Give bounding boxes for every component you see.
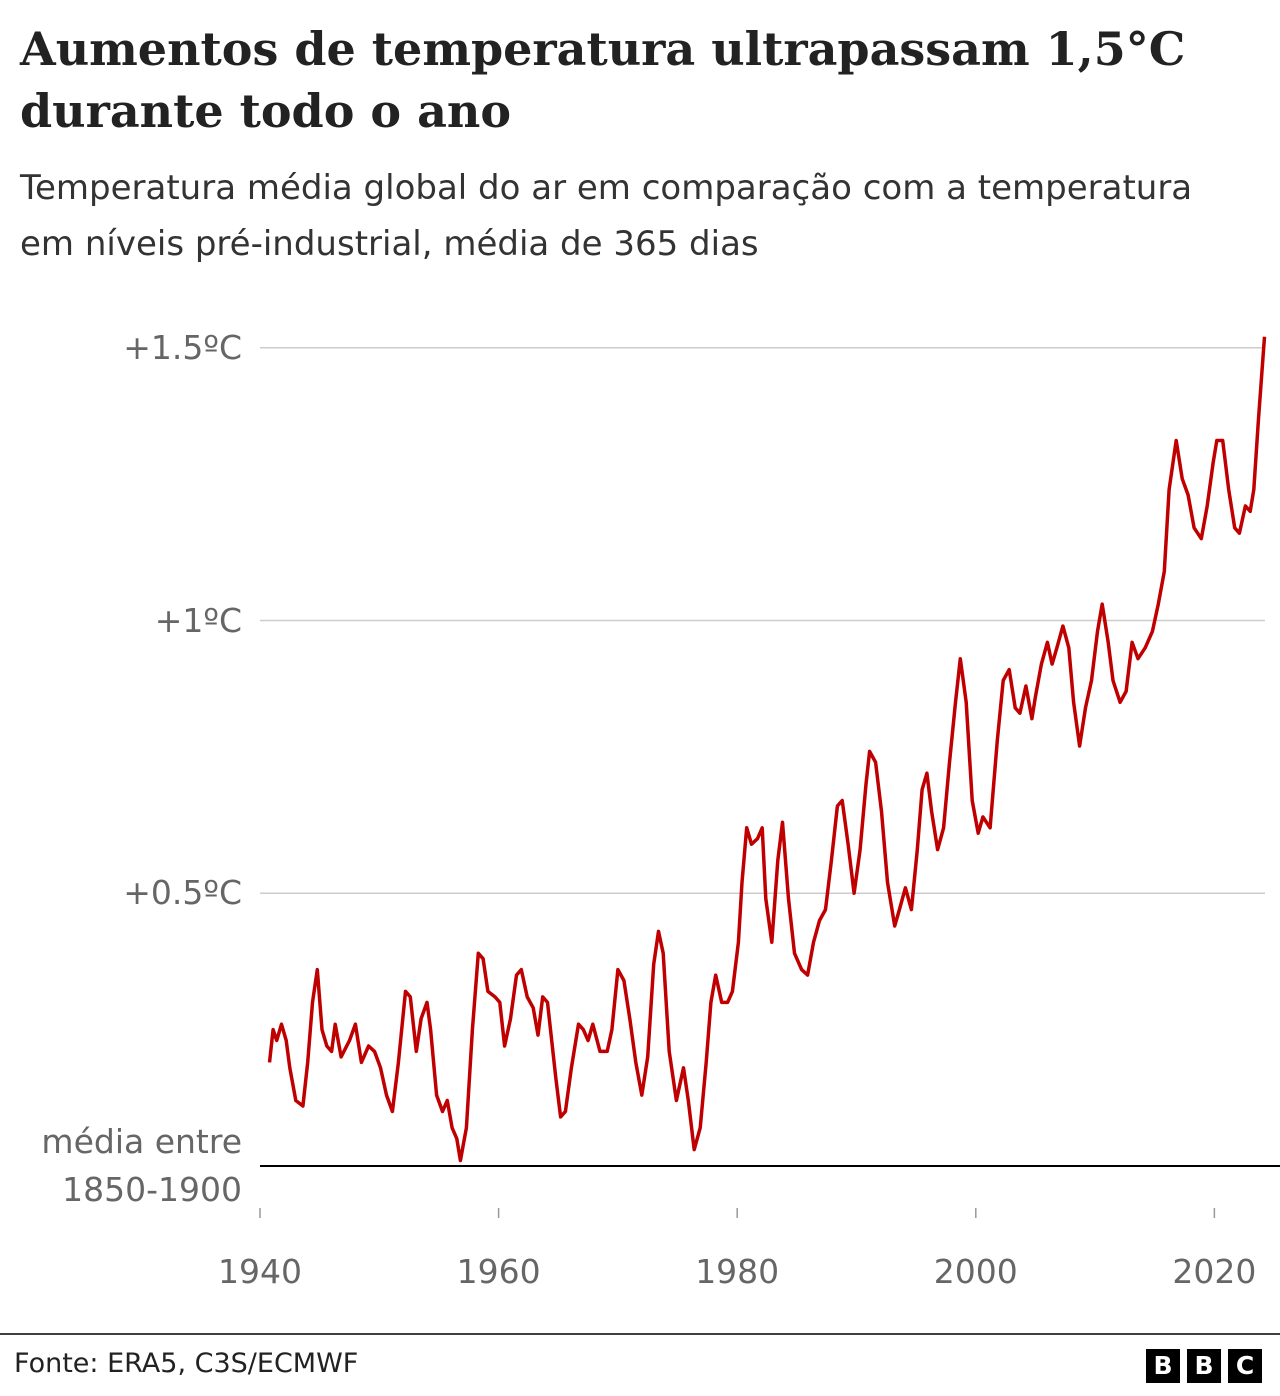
logo-letter: B — [1187, 1349, 1221, 1383]
x-tick-label: 1980 — [695, 1252, 780, 1291]
chart-subtitle: Temperatura média global do ar em compar… — [20, 168, 1193, 264]
x-tick-label: 2000 — [933, 1252, 1018, 1291]
logo-letter: C — [1228, 1349, 1262, 1383]
y-tick-label: +0.5ºC — [123, 873, 242, 913]
y-tick-label: +1.5ºC — [123, 327, 242, 367]
source: Fonte: ERA5, C3S/ECMWF — [14, 1348, 359, 1379]
chart-title: Aumentos de temperatura ultrapassam 1,5°… — [20, 22, 1186, 138]
logo-letter: B — [1146, 1349, 1180, 1383]
y-tick-label: média entre 1850-1900 — [41, 1122, 242, 1209]
temperature-line — [267, 336, 1267, 1163]
x-tick-label: 2020 — [1172, 1252, 1257, 1291]
x-tick-label: 1960 — [456, 1252, 541, 1291]
x-tick-label: 1940 — [218, 1252, 302, 1291]
y-tick-label: +1ºC — [154, 600, 242, 640]
